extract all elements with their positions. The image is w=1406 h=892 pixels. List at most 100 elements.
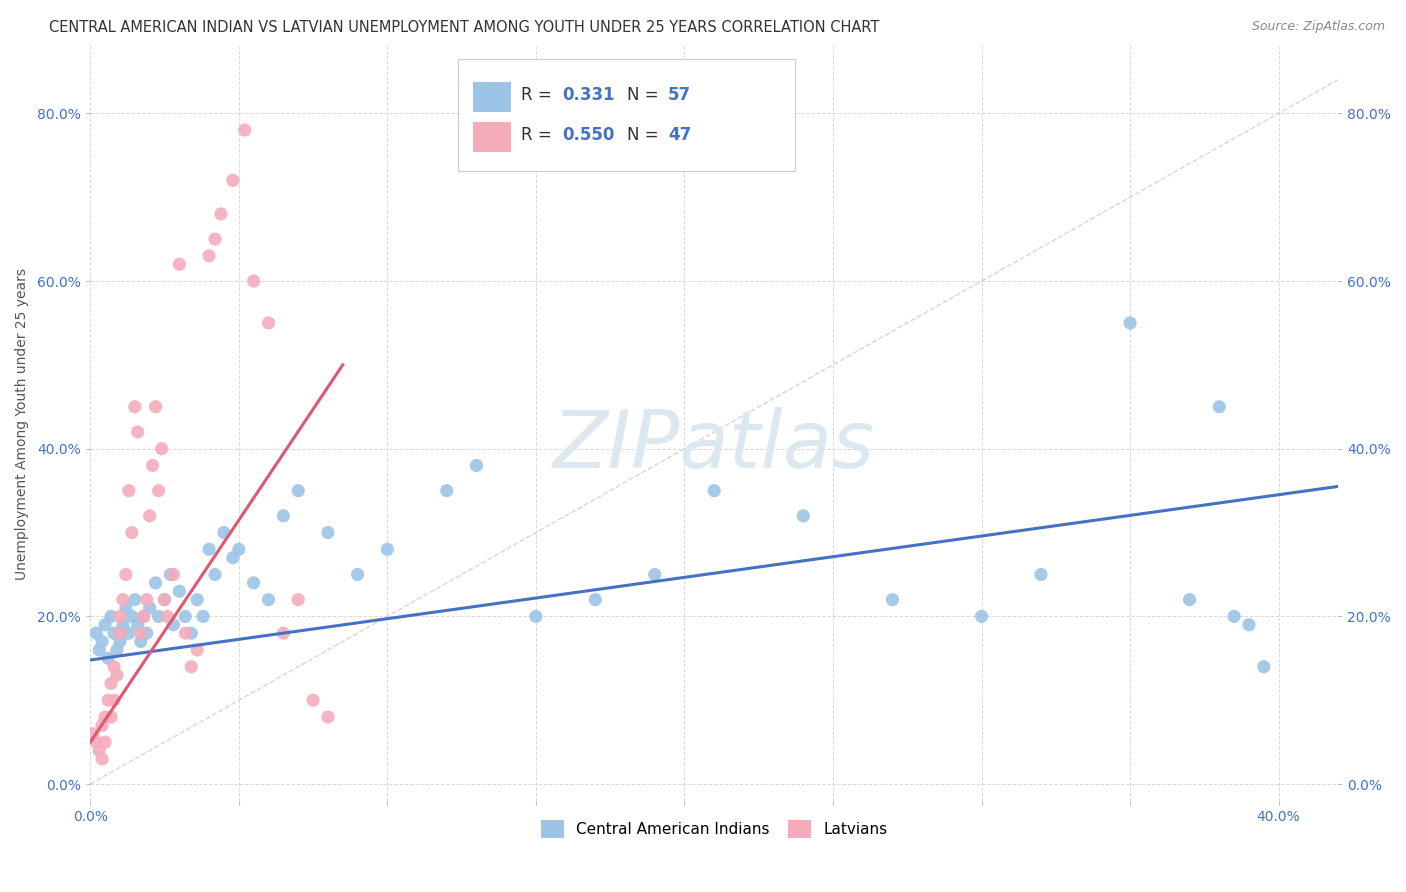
Point — [129, 626, 152, 640]
Point — [1253, 659, 1275, 673]
Text: 0.331: 0.331 — [562, 87, 614, 104]
Point — [204, 232, 226, 246]
Point — [91, 752, 114, 766]
Point — [91, 718, 114, 732]
Point — [138, 508, 160, 523]
Point — [1237, 617, 1260, 632]
Point — [108, 634, 131, 648]
Text: N =: N = — [627, 127, 664, 145]
Text: N =: N = — [627, 87, 664, 104]
Point — [242, 274, 264, 288]
Point — [222, 550, 245, 565]
Point — [212, 525, 235, 540]
Point — [148, 483, 170, 498]
Point — [169, 257, 191, 271]
Point — [316, 710, 339, 724]
Y-axis label: Unemployment Among Youth under 25 years: Unemployment Among Youth under 25 years — [15, 268, 30, 580]
Point — [84, 626, 107, 640]
Point — [1119, 316, 1142, 330]
FancyBboxPatch shape — [474, 82, 510, 112]
Point — [105, 643, 128, 657]
Point — [882, 592, 904, 607]
Point — [100, 676, 122, 690]
Point — [94, 735, 117, 749]
Point — [257, 316, 280, 330]
Text: 47: 47 — [668, 127, 692, 145]
Point — [127, 617, 149, 632]
Point — [135, 592, 157, 607]
Point — [375, 542, 398, 557]
Point — [703, 483, 725, 498]
Point — [287, 592, 309, 607]
Point — [524, 609, 547, 624]
Point — [191, 609, 214, 624]
Point — [162, 567, 184, 582]
Point — [124, 592, 146, 607]
Point — [132, 609, 155, 624]
Point — [105, 668, 128, 682]
Point — [97, 651, 120, 665]
Point — [100, 609, 122, 624]
Point — [138, 601, 160, 615]
Point — [174, 626, 197, 640]
Point — [111, 617, 134, 632]
Point — [159, 567, 181, 582]
Point — [222, 173, 245, 187]
Point — [242, 575, 264, 590]
Point — [346, 567, 368, 582]
Text: R =: R = — [520, 87, 557, 104]
Point — [118, 483, 141, 498]
Point — [115, 567, 138, 582]
Point — [1178, 592, 1201, 607]
Point — [162, 617, 184, 632]
Point — [121, 525, 143, 540]
Point — [970, 609, 993, 624]
Point — [1029, 567, 1052, 582]
Point — [198, 542, 221, 557]
Point — [118, 626, 141, 640]
Point — [302, 693, 325, 707]
Point — [186, 643, 208, 657]
Point — [97, 693, 120, 707]
Point — [91, 634, 114, 648]
Text: Source: ZipAtlas.com: Source: ZipAtlas.com — [1251, 20, 1385, 33]
Point — [204, 567, 226, 582]
Point — [124, 400, 146, 414]
Point — [257, 592, 280, 607]
Point — [121, 609, 143, 624]
Point — [209, 207, 232, 221]
Point — [150, 442, 173, 456]
Point — [644, 567, 666, 582]
Point — [273, 626, 295, 640]
Point — [89, 643, 111, 657]
Point — [156, 609, 179, 624]
Point — [148, 609, 170, 624]
Point — [84, 735, 107, 749]
Point — [129, 634, 152, 648]
Text: ZIPatlas: ZIPatlas — [553, 407, 875, 485]
Point — [186, 592, 208, 607]
Point — [233, 123, 256, 137]
Point — [108, 626, 131, 640]
Point — [174, 609, 197, 624]
Point — [228, 542, 250, 557]
Point — [82, 727, 104, 741]
Point — [142, 458, 165, 473]
Legend: Central American Indians, Latvians: Central American Indians, Latvians — [533, 812, 896, 847]
Point — [108, 609, 131, 624]
Text: R =: R = — [520, 127, 557, 145]
Point — [169, 584, 191, 599]
Point — [100, 710, 122, 724]
Point — [127, 425, 149, 439]
Point — [1208, 400, 1230, 414]
Text: 57: 57 — [668, 87, 692, 104]
Point — [135, 626, 157, 640]
FancyBboxPatch shape — [474, 121, 510, 152]
Point — [273, 508, 295, 523]
Point — [436, 483, 458, 498]
Point — [198, 249, 221, 263]
Point — [111, 592, 134, 607]
Point — [94, 617, 117, 632]
Point — [792, 508, 814, 523]
Point — [153, 592, 176, 607]
